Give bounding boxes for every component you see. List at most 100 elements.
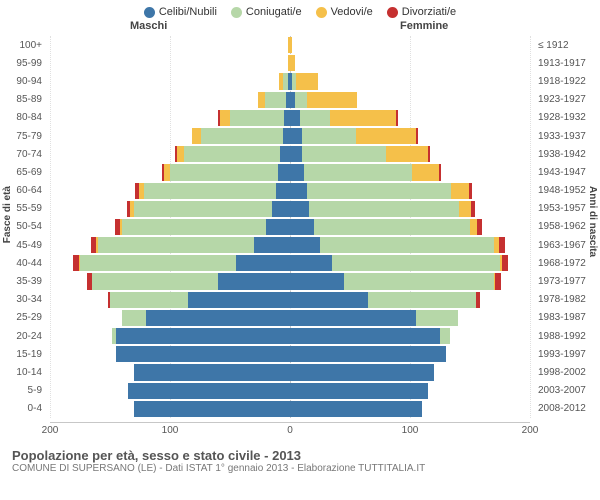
age-label: 100+: [0, 36, 46, 54]
female-bar: [290, 273, 501, 289]
birth-label: 1923-1927: [534, 91, 600, 109]
bar-segment: [451, 183, 469, 199]
x-tick: 0: [287, 425, 293, 436]
birth-label: 1993-1997: [534, 345, 600, 363]
female-bar: [290, 292, 480, 308]
bar-segment: [302, 146, 386, 162]
table-row: [50, 236, 530, 254]
table-row: [50, 327, 530, 345]
bar-segment: [295, 92, 307, 108]
bar-segment: [283, 128, 290, 144]
female-label: Femmine: [400, 20, 448, 32]
bar-segment: [290, 219, 314, 235]
male-bar: [192, 128, 290, 144]
bar-segment: [290, 128, 302, 144]
bar-segment: [290, 364, 434, 380]
bar-segment: [116, 328, 290, 344]
age-label: 35-39: [0, 272, 46, 290]
bar-segment: [290, 201, 309, 217]
bar-segment: [128, 383, 290, 399]
bar-segment: [471, 201, 475, 217]
female-bar: [290, 110, 398, 126]
bar-segment: [296, 73, 318, 89]
birth-label: 1983-1987: [534, 309, 600, 327]
age-label: 80-84: [0, 109, 46, 127]
male-bar: [122, 310, 290, 326]
age-label: 0-4: [0, 400, 46, 418]
bar-segment: [290, 255, 332, 271]
table-row: [50, 345, 530, 363]
legend-swatch: [316, 7, 327, 18]
birth-label: 1928-1932: [534, 109, 600, 127]
bar-segment: [116, 346, 290, 362]
age-label: 75-79: [0, 127, 46, 145]
birth-label: 1988-1992: [534, 327, 600, 345]
bar-segment: [92, 273, 218, 289]
pyramid-chart: 100+95-9990-9485-8980-8475-7970-7465-696…: [0, 36, 600, 444]
bar-segment: [320, 237, 494, 253]
bar-segment: [192, 128, 202, 144]
table-row: [50, 272, 530, 290]
legend-label: Vedovi/e: [331, 6, 373, 18]
bar-segment: [416, 128, 418, 144]
legend-label: Divorziati/e: [402, 6, 456, 18]
bar-segment: [309, 201, 459, 217]
bar-segment: [332, 255, 500, 271]
male-bar: [258, 92, 290, 108]
table-row: [50, 309, 530, 327]
male-bar: [279, 73, 290, 89]
bar-segment: [499, 237, 505, 253]
legend: Celibi/NubiliConiugati/eVedovi/eDivorzia…: [0, 0, 600, 20]
x-tick: 200: [522, 425, 539, 436]
female-bar: [290, 310, 458, 326]
table-row: [50, 145, 530, 163]
female-bar: [290, 346, 446, 362]
chart-title: Popolazione per età, sesso e stato civil…: [12, 448, 588, 463]
table-row: [50, 400, 530, 418]
bar-segment: [368, 292, 476, 308]
bar-rows: [50, 36, 530, 418]
legend-swatch: [387, 7, 398, 18]
male-bar: [128, 383, 290, 399]
table-row: [50, 163, 530, 181]
age-label: 65-69: [0, 163, 46, 181]
bar-segment: [80, 255, 236, 271]
bar-segment: [300, 110, 330, 126]
bar-segment: [469, 183, 473, 199]
female-bar: [290, 164, 441, 180]
bar-segment: [218, 273, 290, 289]
birth-label: ≤ 1912: [534, 36, 600, 54]
legend-label: Coniugati/e: [246, 6, 302, 18]
age-label: 10-14: [0, 363, 46, 381]
bar-segment: [416, 310, 458, 326]
female-bar: [290, 201, 475, 217]
bar-segment: [170, 164, 278, 180]
bar-segment: [280, 146, 290, 162]
bar-segment: [290, 110, 300, 126]
male-bar: [73, 255, 290, 271]
x-tick: 200: [42, 425, 59, 436]
female-bar: [290, 219, 482, 235]
female-bar: [290, 237, 505, 253]
bar-segment: [290, 55, 295, 71]
age-label: 85-89: [0, 91, 46, 109]
plot-area: [50, 36, 530, 418]
bar-segment: [290, 383, 428, 399]
bar-segment: [290, 146, 302, 162]
x-tick: 100: [402, 425, 419, 436]
x-tick: 100: [162, 425, 179, 436]
gridline: [530, 36, 531, 418]
bar-segment: [265, 92, 287, 108]
table-row: [50, 254, 530, 272]
y-axis-left-title: Fasce di età: [2, 186, 13, 243]
bar-segment: [290, 401, 422, 417]
bar-segment: [290, 164, 304, 180]
bar-segment: [110, 292, 188, 308]
bar-segment: [290, 37, 292, 53]
bar-segment: [144, 183, 276, 199]
table-row: [50, 200, 530, 218]
bar-segment: [290, 346, 446, 362]
bar-segment: [122, 310, 146, 326]
age-label: 25-29: [0, 309, 46, 327]
female-bar: [290, 183, 472, 199]
